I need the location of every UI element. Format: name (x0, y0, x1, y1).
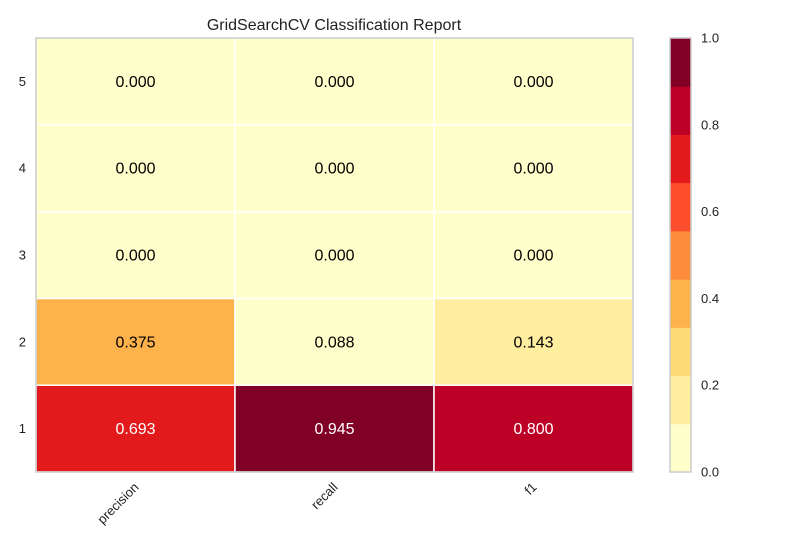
y-tick-label: 2 (19, 334, 26, 349)
cell-value-label: 0.693 (115, 421, 155, 438)
y-tick-label: 5 (19, 74, 26, 89)
cell-value-label: 0.000 (513, 74, 553, 91)
colorbar-segment (670, 230, 691, 280)
colorbar-segment (670, 38, 691, 87)
heatmap-cell (433, 297, 634, 386)
colorbar-segment (670, 134, 691, 184)
colorbar-tick-label: 1.0 (701, 31, 719, 46)
colorbar-segment (670, 327, 691, 377)
heatmap-frame (35, 37, 634, 473)
x-tick-label: precision (94, 480, 141, 527)
colorbar-frame (669, 37, 692, 473)
heatmap-cells: 0.693 0.945 0.800 0.375 0.088 0.143 0.000 0.000… (35, 37, 634, 473)
colorbar-segment (670, 423, 691, 473)
colorbar-tick-label: 0.8 (701, 117, 719, 132)
cell-value-label: 0.000 (115, 248, 155, 265)
chart-title: GridSearchCV Classification Report (207, 17, 462, 34)
heatmap-cell (35, 124, 236, 213)
cell-value-label: 0.945 (314, 421, 354, 438)
y-tick-label: 4 (19, 161, 26, 176)
y-tick-label: 3 (19, 248, 26, 263)
heatmap-cell (433, 210, 634, 300)
heatmap-cell (234, 297, 435, 386)
x-tick-label: recall (308, 479, 341, 512)
colorbar-tick-label: 0.2 (701, 378, 719, 393)
x-axis-tick-labels: precision recall f1 (94, 479, 539, 526)
heatmap-cell (35, 297, 236, 386)
colorbar-segment (670, 279, 691, 328)
y-tick-label: 1 (19, 421, 26, 436)
colorbar-tick-label: 0.0 (701, 465, 719, 480)
heatmap-cell (35, 384, 236, 473)
cell-value-label: 0.000 (115, 161, 155, 178)
x-tick-label: f1 (521, 480, 539, 498)
cell-value-label: 0.143 (513, 334, 553, 351)
cell-value-label: 0.000 (115, 74, 155, 91)
y-axis-tick-labels: 1 2 3 4 5 (19, 74, 26, 436)
colorbar-segment (670, 86, 691, 135)
cell-value-label: 0.000 (513, 161, 553, 178)
cell-value-label: 0.000 (513, 248, 553, 265)
heatmap-cell (234, 384, 435, 473)
colorbar-tick-label: 0.4 (701, 291, 719, 306)
cell-value-label: 0.000 (314, 74, 354, 91)
cell-value-label: 0.000 (314, 161, 354, 178)
colorbar-tick-label: 0.6 (701, 204, 719, 219)
colorbar-segment (670, 375, 691, 425)
cell-value-label: 0.800 (513, 421, 553, 438)
heatmap-cell (35, 37, 236, 126)
heatmap-cell (35, 210, 236, 300)
cell-value-label: 0.375 (115, 334, 155, 351)
colorbar (670, 38, 691, 473)
cell-value-label: 0.000 (314, 248, 354, 265)
cell-value-label: 0.088 (314, 334, 354, 351)
colorbar-tick-labels: 0.0 0.2 0.4 0.6 0.8 1.0 (701, 31, 719, 480)
colorbar-segment (670, 182, 691, 232)
heatmap-cell (433, 124, 634, 213)
heatmap-cell (234, 210, 435, 300)
